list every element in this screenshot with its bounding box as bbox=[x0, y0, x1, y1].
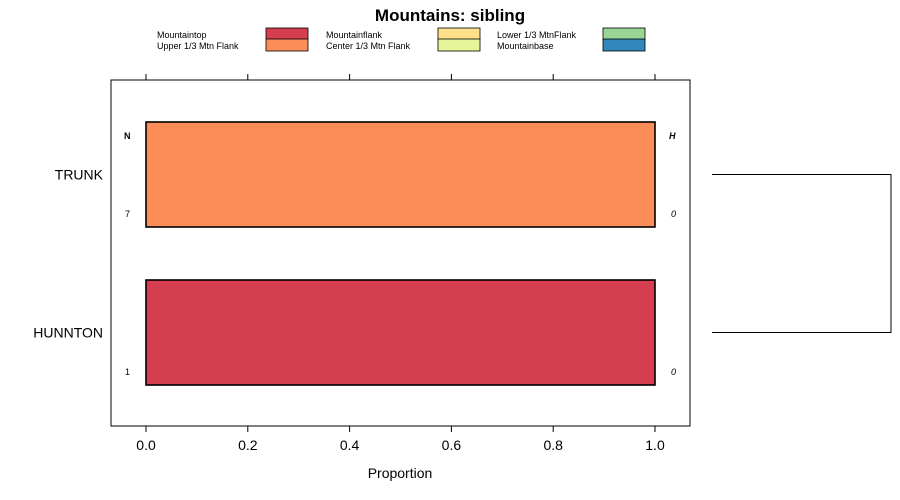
legend-swatch-mountaintop bbox=[265, 27, 309, 41]
n-header: N bbox=[124, 131, 131, 141]
x-axis: 0.0 0.2 0.4 0.6 0.8 1.0 bbox=[136, 74, 665, 453]
bar-hunnton bbox=[145, 279, 656, 386]
legend-label-mountaintop: Mountaintop bbox=[157, 30, 207, 40]
dendrogram-branch bbox=[712, 174, 892, 333]
h-value-hunnton: 0 bbox=[671, 367, 676, 377]
n-value-hunnton: 1 bbox=[125, 367, 130, 377]
x-tick-label: 0.0 bbox=[136, 437, 156, 453]
legend-label-upper-1-3-mtn-flank: Upper 1/3 Mtn Flank bbox=[157, 41, 239, 51]
plot-frame bbox=[110, 79, 691, 427]
category-label-hunnton: HUNNTON bbox=[33, 325, 103, 341]
legend-label-lower-1-3-mtnflank: Lower 1/3 MtnFlank bbox=[497, 30, 577, 40]
legend-label-mountainbase: Mountainbase bbox=[497, 41, 554, 51]
x-axis-label: Proportion bbox=[368, 465, 433, 481]
n-value-trunk: 7 bbox=[125, 209, 130, 219]
x-tick-label: 0.2 bbox=[238, 437, 258, 453]
bars bbox=[145, 121, 656, 386]
h-header: H bbox=[669, 131, 676, 141]
x-tick-label: 0.8 bbox=[543, 437, 563, 453]
legend-swatch-mountainflank bbox=[437, 27, 481, 41]
legend-swatch-center-1-3-mtn-flank bbox=[437, 38, 481, 52]
x-tick-label: 1.0 bbox=[645, 437, 665, 453]
x-tick-label: 0.4 bbox=[340, 437, 360, 453]
legend-swatch-mountainbase bbox=[602, 38, 646, 52]
x-tick-label: 0.6 bbox=[442, 437, 462, 453]
chart-title: Mountains: sibling bbox=[375, 6, 525, 25]
category-label-trunk: TRUNK bbox=[55, 167, 104, 183]
legend-label-mountainflank: Mountainflank bbox=[326, 30, 383, 40]
legend-swatch-lower-1-3-mtnflank bbox=[602, 27, 646, 41]
annotations: N H 7 0 1 0 bbox=[124, 131, 676, 377]
y-axis: TRUNK HUNNTON bbox=[33, 167, 103, 341]
bar-trunk bbox=[145, 121, 656, 228]
h-value-trunk: 0 bbox=[671, 209, 676, 219]
legend-label-center-1-3-mtn-flank: Center 1/3 Mtn Flank bbox=[326, 41, 411, 51]
legend-swatch-upper-1-3-mtn-flank bbox=[265, 38, 309, 52]
dendrogram bbox=[712, 174, 892, 333]
